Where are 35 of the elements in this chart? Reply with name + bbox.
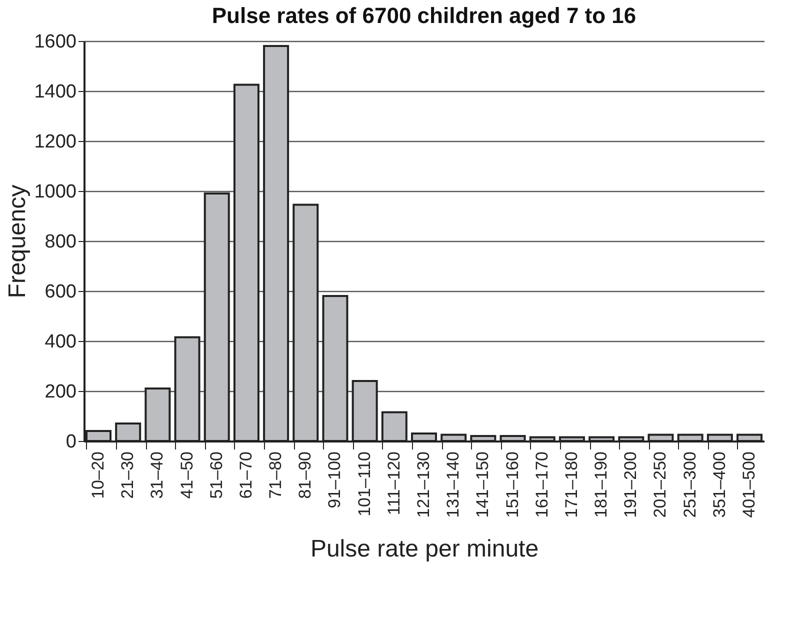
- y-axis-title: Frequency: [4, 184, 32, 298]
- y-tick-label: 0: [66, 432, 76, 452]
- y-tick-label: 1400: [34, 82, 76, 102]
- y-tick-label: 1600: [34, 32, 76, 52]
- x-tick-label: 151–160: [502, 452, 522, 518]
- x-tick-label: 71–80: [266, 452, 286, 499]
- x-tick-label: 351–400: [710, 452, 729, 518]
- x-tick-label: 171–180: [562, 452, 581, 518]
- x-tick-label: 41–50: [177, 452, 196, 499]
- y-tick-label: 1000: [34, 182, 76, 202]
- y-tick-label: 600: [44, 282, 76, 302]
- x-tick-label: 181–190: [592, 452, 611, 518]
- x-tick-label: 131–140: [444, 452, 463, 518]
- y-tick-label: 200: [44, 382, 76, 402]
- x-tick-label: 91–100: [325, 452, 344, 508]
- y-tick-label: 400: [44, 332, 76, 352]
- y-tick-label: 800: [44, 232, 76, 252]
- x-tick-label: 121–130: [414, 452, 433, 518]
- x-tick-label: 401–500: [740, 452, 758, 518]
- x-tick-label: 21–30: [118, 452, 138, 499]
- x-tick-label: 251–300: [680, 452, 700, 518]
- x-tick-label: 111–120: [384, 452, 404, 516]
- x-axis-title: Pulse rate per minute: [310, 536, 539, 563]
- x-tick-label: 81–90: [296, 452, 315, 499]
- x-tick-label: 191–200: [621, 452, 640, 518]
- y-tick-label: 1200: [34, 132, 76, 152]
- x-tick-label: 51–60: [206, 452, 226, 499]
- x-tick-label: 141–150: [473, 452, 492, 518]
- chart-title: Pulse rates of 6700 children aged 7 to 16: [212, 3, 636, 28]
- x-tick-label: 101–110: [354, 452, 374, 516]
- x-tick-label: 61–70: [236, 452, 256, 499]
- x-tick-label: 10–20: [88, 452, 108, 499]
- x-tick-label: 201–250: [650, 452, 670, 518]
- x-tick-label: 161–170: [532, 452, 552, 518]
- x-tick-label: 31–40: [148, 452, 167, 499]
